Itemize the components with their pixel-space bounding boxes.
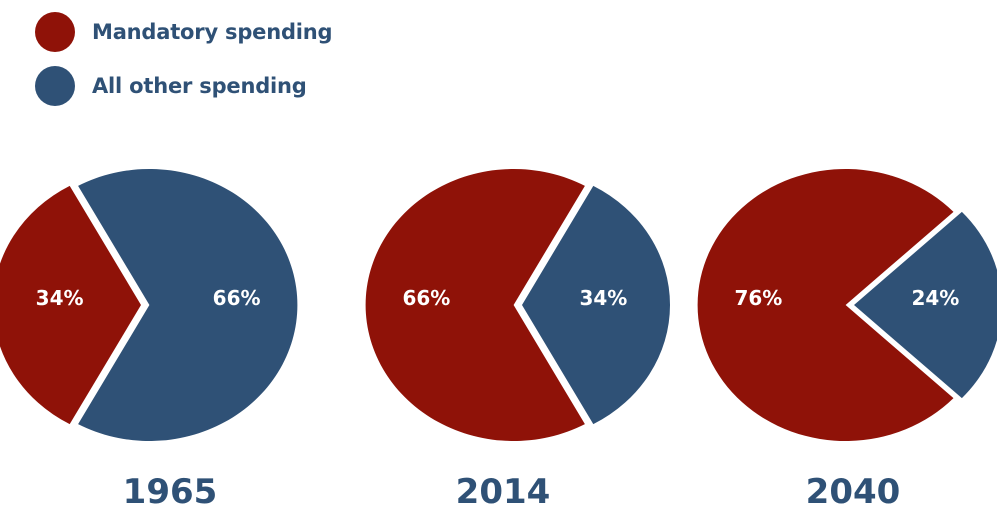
year-label-2014: 2014 [456, 472, 551, 508]
legend-label-other: All other spending [92, 74, 307, 98]
slice-label-1965-other: 66% [213, 286, 261, 310]
slice-label-2040-mandatory: 76% [734, 286, 782, 310]
legend-swatch-mandatory [35, 12, 75, 52]
slice-1965-mandatory [0, 185, 141, 425]
slice-label-1965-mandatory: 34% [36, 286, 84, 310]
year-label-1965: 1965 [123, 472, 218, 508]
legend-item-mandatory: Mandatory spending [35, 12, 333, 52]
pie-chart-1965: 34% 66% 1965 [0, 169, 298, 508]
slice-label-2014-mandatory: 66% [402, 286, 450, 310]
legend-label-mandatory: Mandatory spending [92, 20, 333, 44]
legend: Mandatory spending All other spending [35, 12, 333, 120]
pie-chart-2040: 76% 24% 2040 [697, 168, 997, 508]
legend-swatch-other [35, 66, 75, 106]
slice-2040-other [854, 211, 997, 399]
slice-1965-other [78, 169, 298, 441]
pie-chart-2014: 66% 34% 2014 [365, 168, 671, 508]
legend-item-other: All other spending [35, 66, 332, 106]
year-label-2040: 2040 [806, 472, 901, 508]
slice-2040-mandatory [697, 168, 954, 441]
slice-2014-mandatory [365, 168, 585, 441]
slice-2014-other [522, 185, 671, 425]
slice-label-2014-other: 34% [579, 286, 627, 310]
slice-label-2040-other: 24% [911, 286, 959, 310]
